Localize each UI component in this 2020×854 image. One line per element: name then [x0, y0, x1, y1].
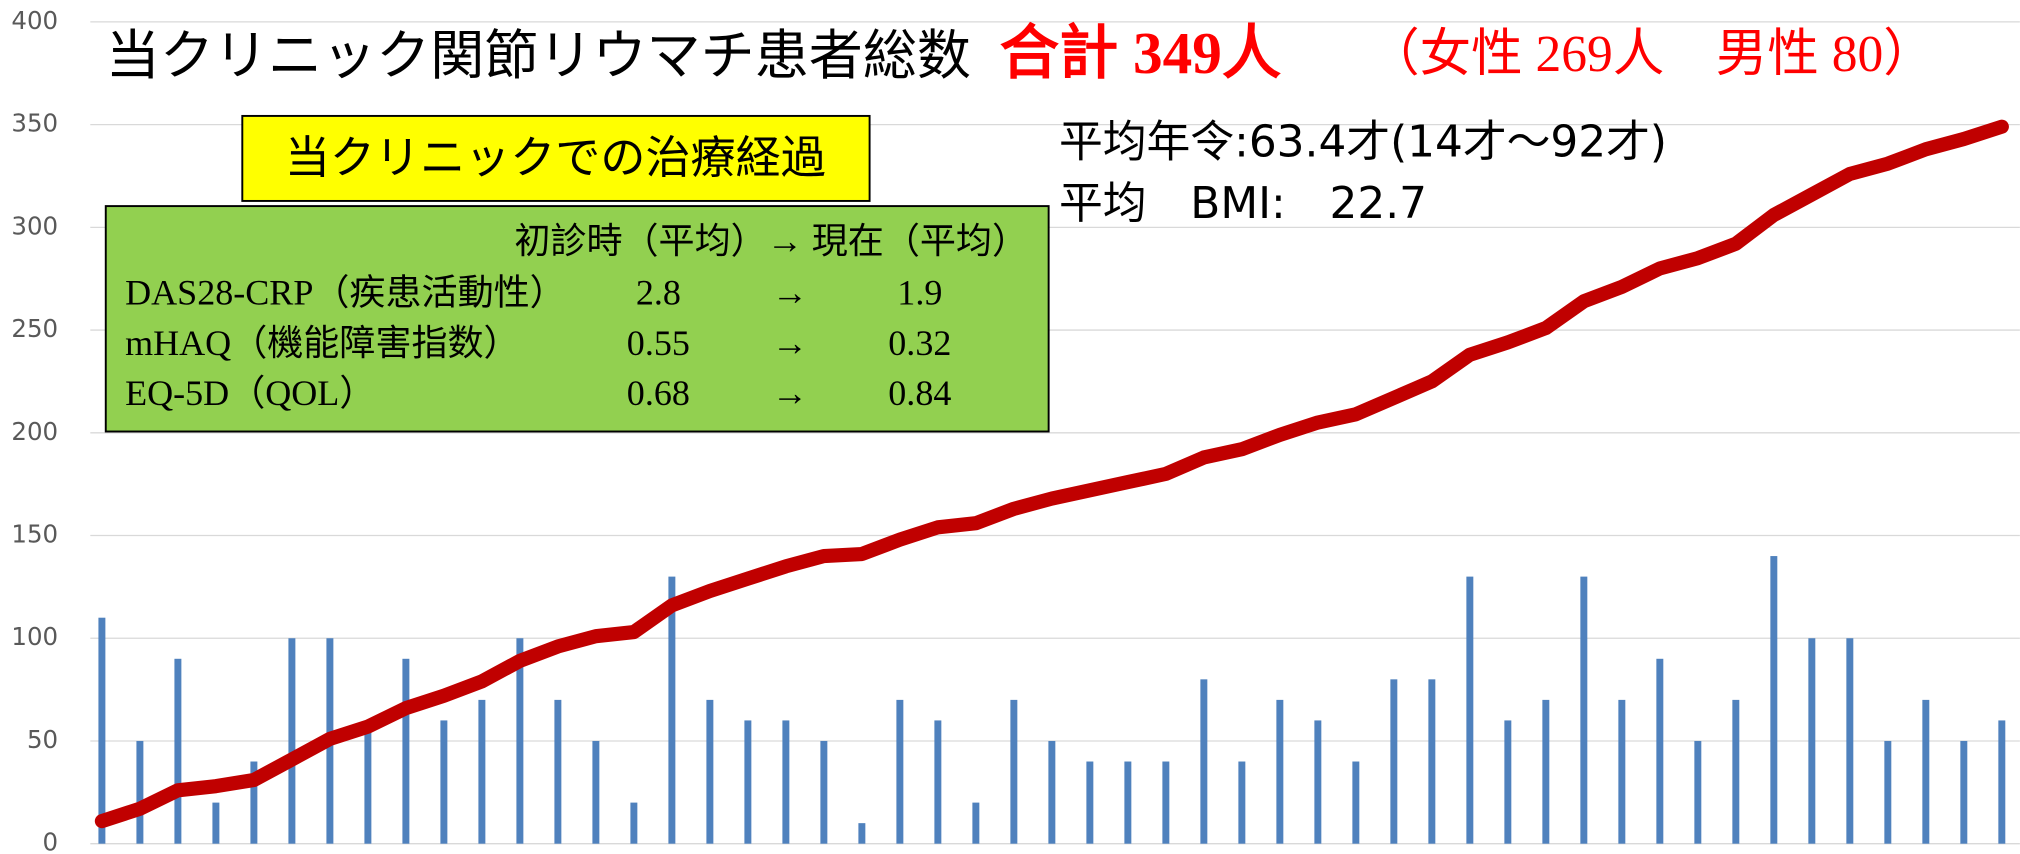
table-cell: 0.32	[888, 323, 951, 363]
chart-title: 当クリニック関節リウマチ患者総数	[106, 24, 971, 87]
table-cell: 0.84	[888, 373, 951, 413]
y-tick-label: 200	[11, 417, 58, 446]
y-tick-label: 250	[11, 314, 58, 343]
bar	[1998, 720, 2006, 844]
bar	[250, 761, 258, 844]
bar	[1124, 761, 1132, 844]
bar	[136, 740, 144, 844]
table-cell: mHAQ（機能障害指数）	[125, 323, 520, 363]
bar	[1960, 740, 1968, 844]
box	[241, 114, 871, 202]
bar	[1238, 761, 1246, 844]
bar	[440, 720, 448, 844]
bar	[1390, 679, 1398, 844]
bar	[1694, 740, 1702, 844]
bar	[98, 617, 106, 844]
table-cell: 0.55	[627, 323, 690, 363]
y-tick-label: 300	[11, 211, 58, 240]
total: 合計 349人	[1000, 20, 1281, 86]
bar	[516, 638, 524, 844]
bar	[782, 720, 790, 844]
table-cell: EQ-5D（QOL）	[125, 373, 375, 413]
y-tick-label: 50	[27, 725, 58, 754]
bar	[1808, 638, 1816, 844]
bar	[592, 740, 600, 844]
table-cell: 2.8	[636, 273, 681, 313]
bar	[402, 658, 410, 844]
bar	[1922, 699, 1930, 844]
y-tick-label: 150	[11, 520, 58, 549]
bar	[668, 576, 676, 844]
bar	[1656, 658, 1664, 844]
bar	[858, 823, 866, 844]
table-box	[104, 205, 1050, 433]
bar	[1732, 699, 1740, 844]
bar	[1162, 761, 1170, 844]
bar	[1618, 699, 1626, 844]
bar	[1314, 720, 1322, 844]
bar	[1086, 761, 1094, 844]
bar	[1352, 761, 1360, 844]
bar	[1466, 576, 1474, 844]
y-tick-label: 100	[11, 622, 58, 651]
bar	[1846, 638, 1854, 844]
bar	[896, 699, 904, 844]
bar	[1770, 556, 1778, 844]
bar	[744, 720, 752, 844]
bar	[972, 802, 980, 844]
bar	[288, 638, 296, 844]
bar	[706, 699, 714, 844]
bar	[1428, 679, 1436, 844]
table-cell: →	[772, 373, 808, 413]
y-tick-label: 0	[43, 828, 59, 854]
bar	[174, 658, 182, 844]
marks	[94, 119, 2009, 844]
table-cell: →	[772, 273, 808, 313]
table-cell: →	[772, 323, 808, 363]
bar	[820, 740, 828, 844]
y-tick-label: 350	[11, 109, 58, 138]
bar	[1542, 699, 1550, 844]
bar	[478, 699, 486, 844]
line	[94, 119, 2009, 829]
bar	[1200, 679, 1208, 844]
bar	[1580, 576, 1588, 844]
breakdown: （女性 269人 男性 80）	[1368, 26, 1935, 83]
stat: 平均年令:63.4才(14才～92才)	[1059, 116, 1667, 167]
bar	[212, 802, 220, 844]
box-label: 当クリニックでの治療経過	[285, 131, 826, 184]
bar	[934, 720, 942, 844]
bar	[630, 802, 638, 844]
bar	[1276, 699, 1284, 844]
stat: 平均 BMI: 22.7	[1059, 178, 1427, 229]
table-cell: 1.9	[897, 273, 942, 313]
bar	[554, 699, 562, 844]
bar	[364, 730, 372, 844]
y-tick-label: 400	[11, 6, 58, 35]
bar	[1010, 699, 1018, 844]
bar	[1504, 720, 1512, 844]
bar	[1884, 740, 1892, 844]
table-header: 初診時（平均）→ 現在（平均）	[514, 221, 1028, 261]
table-cell: DAS28-CRP（疾患活動性）	[125, 273, 566, 313]
bar	[1048, 740, 1056, 844]
table-cell: 0.68	[627, 373, 690, 413]
